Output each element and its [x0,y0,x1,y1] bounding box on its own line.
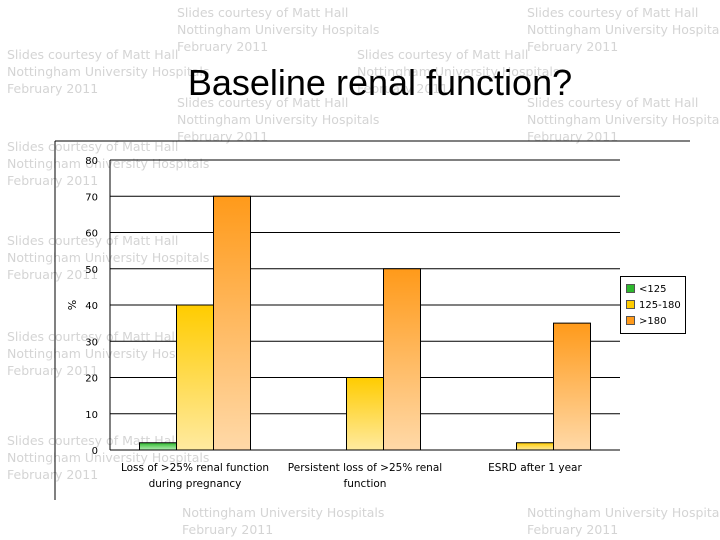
bar [553,322,591,451]
legend-swatch [626,283,635,293]
x-tick-label: Persistent loss of >25% renal function [275,460,455,492]
x-tick-label-line: during pregnancy [148,478,242,490]
x-tick-label-line: Loss of >25% renal function [120,462,270,474]
legend-swatch [626,299,635,309]
legend-label: <125 [639,284,667,295]
x-tick-label: ESRD after 1 year [445,460,625,476]
legend-label: >180 [639,316,667,327]
legend-entry: <125 [626,283,666,297]
slide-title: Baseline renal function? [187,62,573,103]
bar [176,304,214,451]
bar [516,442,554,451]
y-tick-label: 50 [85,265,98,276]
bar [139,442,177,451]
legend-entry: >180 [626,315,666,329]
y-tick-label: 60 [85,229,98,240]
chart-legend: <125 125-180 >180 [620,276,686,334]
legend-label: 125-180 [639,300,681,311]
bar [383,268,421,451]
bar [346,377,384,451]
y-axis-label: % [66,300,79,310]
y-tick-label: 0 [92,446,98,457]
y-tick-label: 70 [85,192,98,203]
legend-swatch [626,315,635,325]
y-tick-label: 80 [85,156,98,167]
y-tick-label: 30 [85,337,98,348]
y-tick-label: 10 [85,410,98,421]
y-tick-label: 20 [85,374,98,385]
x-tick-label-line: ESRD after 1 year [488,462,582,474]
x-tick-label: Loss of >25% renal function during pregna… [105,460,285,492]
legend-entry: 125-180 [626,299,681,313]
bar [213,195,251,451]
x-tick-label-line: function [343,478,387,490]
x-tick-label-line: Persistent loss of >25% renal [287,462,443,474]
y-tick-label: 40 [85,301,98,312]
